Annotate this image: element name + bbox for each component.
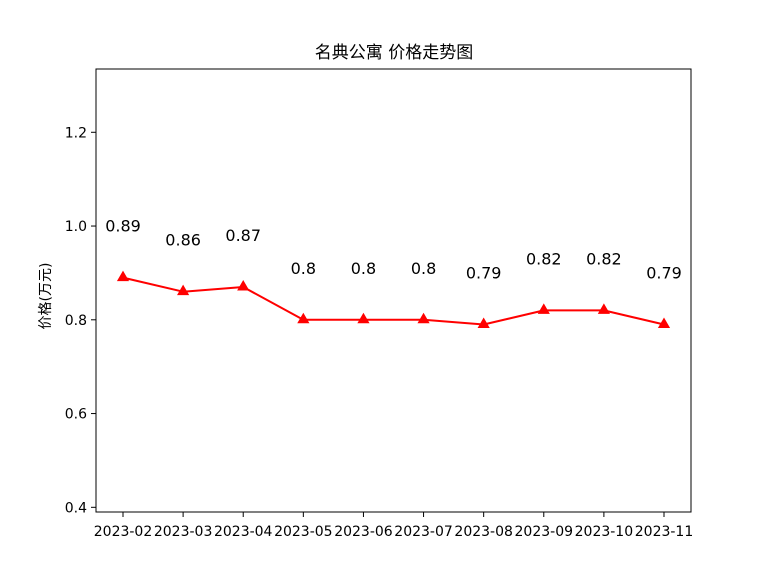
- series-layer: [122, 276, 665, 326]
- y-tick-label: 1.0: [65, 219, 87, 235]
- plot-area-frame: [95, 68, 692, 513]
- x-tick-label: 2023-06: [334, 524, 393, 540]
- data-label: 0.82: [586, 249, 622, 268]
- data-label: 0.79: [646, 263, 682, 282]
- y-tick-label: 0.6: [65, 407, 87, 423]
- data-label-layer: 0.89 0.86 0.87 0.8 0.8 0.8 0.79 0.82 0.82 0.79: [105, 217, 682, 283]
- data-point-marker: [237, 279, 250, 291]
- data-point-marker: [297, 312, 310, 324]
- data-point-marker: [417, 312, 430, 324]
- data-label: 0.87: [225, 226, 261, 245]
- data-label: 0.89: [105, 217, 141, 236]
- x-tick-label: 2023-07: [394, 524, 453, 540]
- data-label: 0.8: [351, 259, 376, 278]
- data-point-marker: [357, 312, 370, 324]
- y-tick-label: 1.2: [65, 125, 87, 141]
- data-label: 0.79: [466, 263, 502, 282]
- data-label: 0.8: [411, 259, 436, 278]
- data-label: 0.82: [526, 249, 562, 268]
- marker-layer: [116, 270, 671, 328]
- data-label: 0.8: [291, 259, 316, 278]
- y-tick-label: 0.4: [65, 500, 87, 516]
- chart-title: 名典公寓 价格走势图: [315, 43, 473, 63]
- x-tick-label: 2023-10: [575, 524, 634, 540]
- x-tick-label: 2023-11: [635, 524, 694, 540]
- data-point-marker: [116, 270, 130, 282]
- x-tick-label: 2023-03: [154, 524, 213, 540]
- x-tick-label: 2023-04: [214, 524, 273, 540]
- y-tick-label: 0.8: [65, 313, 87, 329]
- data-point-marker: [537, 303, 550, 314]
- data-point-marker: [177, 284, 190, 296]
- y-axis-title: 价格(万元): [38, 263, 54, 330]
- data-point-marker: [657, 317, 671, 328]
- data-point-marker: [477, 317, 490, 328]
- data-label: 0.86: [165, 231, 201, 250]
- series-line: [122, 276, 665, 326]
- y-axis: 0.4 0.6 0.8 1.0 1.2: [65, 125, 96, 516]
- data-point-marker: [597, 303, 610, 314]
- x-axis: 2023-02 2023-03 2023-04 2023-05 2023-06 2023-…: [94, 512, 694, 540]
- x-tick-label: 2023-09: [515, 524, 574, 540]
- x-tick-label: 2023-02: [94, 524, 153, 540]
- x-tick-label: 2023-08: [454, 524, 513, 540]
- x-tick-label: 2023-05: [274, 524, 333, 540]
